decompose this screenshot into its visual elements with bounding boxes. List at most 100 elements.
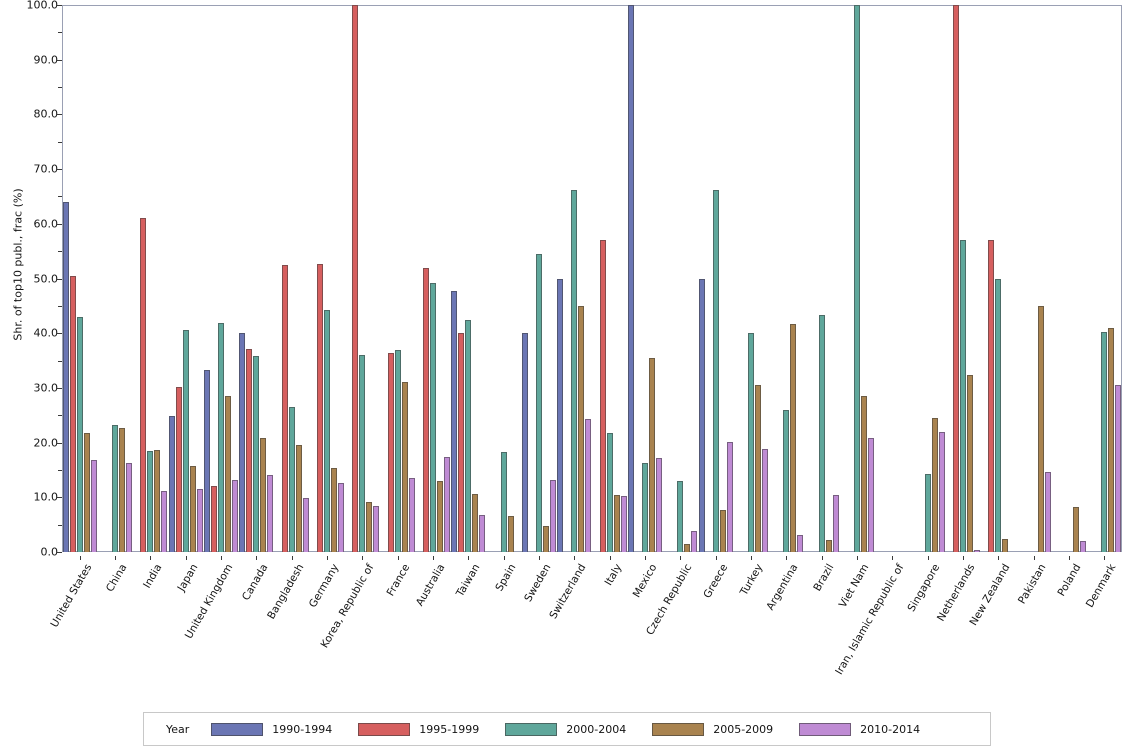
bar: [458, 332, 465, 552]
bar: [698, 279, 705, 552]
bar: [931, 418, 938, 552]
bar: [196, 489, 203, 552]
bar-group: [557, 5, 592, 552]
bar: [429, 282, 436, 552]
bar: [118, 428, 125, 552]
bar-group: [663, 5, 698, 552]
bar-group: [1016, 5, 1051, 552]
x-axis-tick-mark: [892, 556, 894, 560]
x-axis-tick-mark: [963, 556, 964, 560]
bar: [853, 5, 860, 552]
y-axis-tick-label: 100.0: [26, 0, 59, 12]
bar: [422, 268, 429, 552]
x-axis-tick-mark: [786, 556, 788, 560]
bar: [161, 490, 168, 552]
bar-group: [981, 5, 1016, 552]
bar: [387, 352, 394, 552]
y-axis-tick-label: 30.0: [33, 381, 59, 395]
bar: [337, 482, 344, 552]
bar: [168, 416, 175, 552]
bar-group: [168, 5, 203, 552]
bar: [585, 419, 592, 552]
bar: [76, 316, 83, 552]
bar: [1108, 327, 1115, 552]
x-axis-tick-label: Spain: [492, 562, 519, 594]
bar: [973, 550, 980, 552]
bar: [988, 240, 995, 552]
bar: [472, 494, 479, 552]
x-axis-labels: United States China India Japan United Kingd…: [48, 556, 1122, 696]
x-axis-tick-label: Denmark: [1084, 562, 1119, 610]
legend-label: 1995-1999: [419, 722, 480, 736]
y-axis-tick-label: 90.0: [33, 53, 59, 67]
bar: [655, 457, 662, 552]
x-axis-tick-mark: [115, 556, 116, 560]
y-axis-title: Shr. of top10 publ., frac (%): [11, 188, 25, 341]
x-axis-tick-mark: [397, 556, 399, 560]
plot-area: [62, 5, 1122, 552]
legend-swatch: [211, 722, 264, 736]
bar: [1072, 507, 1079, 552]
bar-group: [875, 5, 910, 552]
x-axis-tick-mark: [680, 556, 682, 560]
bar: [599, 240, 606, 552]
bar: [465, 319, 472, 552]
legend-item[interactable]: 1990-1994: [211, 722, 332, 736]
x-axis-tick-label: Switzerland: [547, 562, 589, 622]
bar-groups: [62, 5, 1122, 552]
legend-label: 2010-2014: [860, 722, 921, 736]
bar: [436, 481, 443, 552]
bar-group: [62, 5, 97, 552]
y-axis-tick-mark: [56, 278, 62, 280]
x-axis-tick-mark: [185, 556, 187, 560]
legend-item[interactable]: 2010-2014: [799, 722, 921, 736]
x-axis-tick-mark: [1033, 556, 1035, 560]
legend-label: 2005-2009: [713, 722, 774, 736]
bar: [1037, 306, 1044, 552]
x-axis-tick-label: India: [141, 562, 165, 591]
bar: [147, 450, 154, 552]
bar: [613, 494, 620, 552]
x-axis-tick-mark: [256, 556, 258, 560]
y-axis-tick-mark: [56, 114, 62, 116]
y-axis-tick-label: 40.0: [33, 326, 59, 340]
bar: [783, 409, 790, 552]
bar: [1044, 472, 1051, 552]
bar: [62, 201, 69, 552]
legend-swatch: [652, 722, 705, 736]
x-axis-tick-mark: [433, 556, 434, 560]
bar: [500, 452, 507, 552]
x-axis-tick-mark: [150, 556, 152, 560]
bar-group: [380, 5, 415, 552]
x-axis-tick-mark: [291, 556, 293, 560]
bar-group: [804, 5, 839, 552]
bar-group: [521, 5, 556, 552]
y-axis-minor-tick: [58, 469, 62, 471]
legend-item[interactable]: 2000-2004: [505, 722, 626, 736]
bar: [401, 382, 408, 552]
y-axis-tick-mark: [56, 59, 62, 61]
bar: [521, 333, 528, 552]
x-axis-tick-mark: [927, 556, 929, 560]
x-axis-tick-mark: [362, 556, 364, 560]
legend-item[interactable]: 1995-1999: [358, 722, 480, 736]
bar: [246, 348, 253, 552]
bar: [952, 5, 959, 552]
bar: [966, 375, 973, 552]
bar: [648, 358, 655, 552]
bar: [507, 515, 514, 552]
x-axis-tick-mark: [503, 556, 505, 560]
y-axis-minor-tick: [58, 196, 62, 198]
bar: [302, 497, 309, 552]
bar-group: [627, 5, 662, 552]
x-axis-tick-label: Sweden: [522, 562, 554, 604]
x-axis-tick-label: Mexico: [630, 562, 660, 600]
legend-item[interactable]: 2005-2009: [652, 722, 774, 736]
y-axis-tick-mark: [56, 442, 62, 444]
bar: [260, 437, 267, 552]
x-axis-tick-mark: [751, 556, 752, 560]
x-axis-tick-label: Viet Nam: [836, 562, 872, 610]
bar: [408, 478, 415, 552]
bar: [189, 465, 196, 552]
